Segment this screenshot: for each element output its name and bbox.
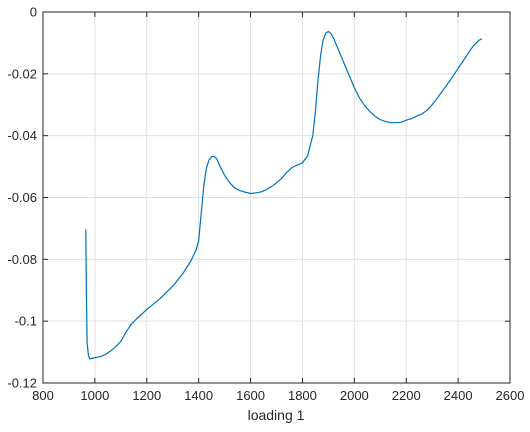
x-tick-label: 2600 — [496, 388, 525, 403]
x-tick-label: 2000 — [340, 388, 369, 403]
y-tick-label: -0.02 — [7, 66, 37, 81]
y-tick-label: -0.04 — [7, 128, 37, 143]
axis-ticks — [42, 11, 511, 384]
x-tick-label: 1600 — [236, 388, 265, 403]
x-tick-label: 800 — [32, 388, 54, 403]
y-tick-label: -0.12 — [7, 376, 37, 391]
x-tick-labels: 800 1000 1200 1400 1600 1800 2000 2200 2400 2600 — [32, 388, 524, 403]
y-tick-label: -0.06 — [7, 190, 37, 205]
series-layer — [85, 30, 483, 360]
y-tick-label: 0 — [30, 5, 37, 20]
x-tick-label: 2400 — [444, 388, 473, 403]
x-tick-label: 1800 — [288, 388, 317, 403]
x-tick-label: 1200 — [132, 388, 161, 403]
y-tick-label: -0.1 — [15, 314, 37, 329]
x-axis-label: loading 1 — [248, 407, 305, 423]
y-tick-label: -0.08 — [7, 252, 37, 267]
x-tick-label: 1400 — [184, 388, 213, 403]
x-tick-label: 2200 — [392, 388, 421, 403]
grid-lines — [43, 12, 510, 383]
y-tick-labels: -0.12 -0.1 -0.08 -0.06 -0.04 -0.02 0 — [7, 5, 37, 391]
x-tick-label: 1000 — [80, 388, 109, 403]
series-line — [85, 30, 483, 360]
